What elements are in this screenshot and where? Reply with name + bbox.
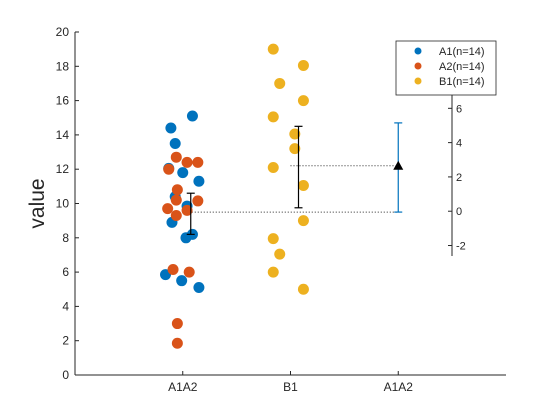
data-point: [289, 143, 301, 155]
error-bars: [186, 125, 303, 235]
reference-lines: [182, 165, 399, 213]
data-point: [176, 275, 188, 287]
y-tick-label: 10: [56, 197, 70, 211]
data-point: [181, 204, 193, 216]
data-points: [160, 43, 309, 349]
legend-label: B1(n=14): [439, 76, 485, 88]
y-tick-label: 12: [56, 162, 70, 176]
data-point: [170, 151, 182, 163]
right-tick-label: 4: [456, 138, 462, 150]
data-point: [171, 318, 183, 330]
y-tick-label: 16: [56, 94, 70, 108]
y-tick-label: 6: [62, 265, 69, 279]
data-point: [170, 194, 182, 206]
data-point: [193, 175, 205, 187]
y-tick-label: 8: [62, 231, 69, 245]
legend: A1(n=14) A2(n=14) B1(n=14): [395, 40, 497, 96]
data-point: [289, 128, 301, 140]
difference-mean-marker: [393, 160, 404, 170]
data-point: [177, 167, 189, 179]
data-point: [171, 337, 183, 349]
axes: [74, 31, 506, 376]
x-tick-label: A1A2: [168, 380, 198, 394]
data-point: [274, 77, 286, 89]
x-tick-label: B1: [283, 380, 298, 394]
y-tick-label: 0: [62, 368, 69, 382]
data-point: [297, 215, 309, 227]
legend-label: A2(n=14): [439, 61, 485, 73]
right-tick-label: 6: [456, 103, 462, 115]
data-point: [267, 111, 279, 123]
right-tick-label: 2: [456, 172, 462, 184]
y-tick-label: 20: [56, 25, 70, 39]
data-point: [267, 161, 279, 173]
data-point: [297, 59, 309, 71]
data-point: [192, 156, 204, 168]
x-tick-label: A1A2: [384, 380, 414, 394]
data-point: [165, 122, 177, 134]
legend-label: A1(n=14): [439, 46, 485, 58]
y-axis-label: value: [26, 178, 49, 228]
data-point: [267, 43, 279, 55]
data-point: [267, 233, 279, 245]
y-tick-label: 18: [56, 59, 70, 73]
data-point: [192, 195, 204, 207]
data-point: [183, 266, 195, 278]
data-point: [267, 266, 279, 278]
data-point: [297, 95, 309, 107]
data-point: [274, 248, 286, 260]
data-point: [181, 156, 193, 168]
y-tick-label: 2: [62, 334, 69, 348]
data-point: [193, 282, 205, 294]
legend-box: [395, 40, 497, 96]
y-tick-label: 14: [56, 128, 70, 142]
y-tick-label: 4: [62, 299, 69, 313]
data-point: [186, 110, 198, 122]
legend-marker: [414, 77, 422, 85]
legend-marker: [414, 62, 422, 70]
legend-marker: [414, 47, 422, 55]
data-point: [167, 264, 179, 276]
data-point: [162, 203, 174, 215]
data-point: [297, 283, 309, 295]
data-point: [169, 137, 181, 149]
right-tick-label: -2: [456, 241, 466, 253]
difference-estimate: [393, 122, 404, 213]
data-point: [163, 163, 175, 175]
right-tick-label: 0: [456, 206, 462, 218]
tick-labels: 0 2 4 6 8 10 12 14 16 18 20 A1A2 B1 A1A2 -2 0 2 4 6: [56, 25, 466, 394]
data-point: [170, 210, 182, 222]
data-point: [297, 179, 309, 191]
data-point: [171, 184, 183, 196]
